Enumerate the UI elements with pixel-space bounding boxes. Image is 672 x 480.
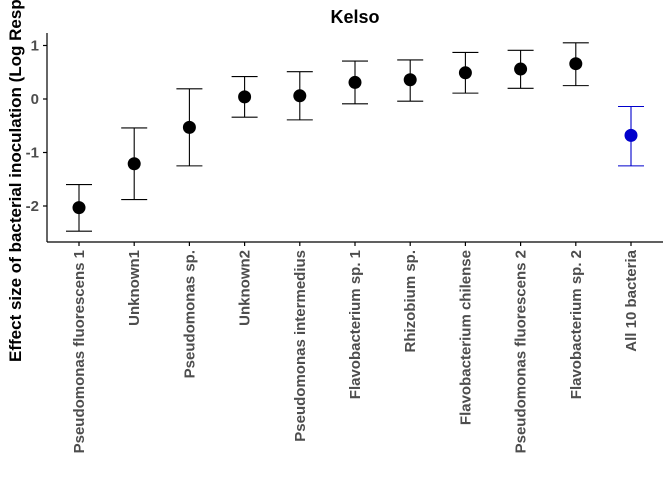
x-tick-label: Flavobacterium sp. 2 [568, 250, 585, 399]
x-tick-label: Pseudomonas intermedius [292, 250, 309, 442]
data-point [514, 62, 528, 76]
data-point [238, 90, 252, 104]
y-tick-label: 0 [31, 91, 39, 108]
x-tick-label: All 10 bacteria [623, 249, 640, 351]
x-tick-label: Unknown1 [126, 250, 143, 326]
x-tick-label: Pseudomonas fluorescens 2 [513, 250, 530, 453]
x-tick-label: Pseudomonas sp. [181, 250, 198, 378]
data-point [182, 120, 196, 134]
x-tick-label: Rhizobium sp. [402, 250, 419, 353]
x-tick-label: Unknown2 [237, 250, 254, 326]
x-tick-label: Flavobacterium sp. 1 [347, 250, 364, 399]
data-point [72, 201, 86, 215]
x-tick-label: Flavobacterium chilense [457, 250, 474, 425]
data-point [569, 57, 583, 71]
x-tick-label: Pseudomonas fluorescens 1 [71, 250, 88, 453]
y-tick-label: -1 [26, 145, 39, 162]
y-axis-label: Effect size of bacterial inoculation (Lo… [6, 0, 25, 362]
data-point [127, 157, 141, 171]
data-point [458, 66, 472, 80]
data-point [293, 89, 307, 103]
y-tick-label: 1 [31, 38, 39, 55]
y-tick-label: -2 [26, 198, 39, 215]
data-marks [66, 42, 644, 232]
data-point [403, 73, 417, 87]
data-point [348, 75, 362, 89]
x-axis-ticks: Pseudomonas fluorescens 1 Unknown1 Pseudom… [71, 242, 640, 453]
chart-title: Kelso [330, 7, 379, 27]
y-axis-ticks: -2 -1 0 1 [26, 38, 47, 215]
data-point [624, 128, 638, 142]
